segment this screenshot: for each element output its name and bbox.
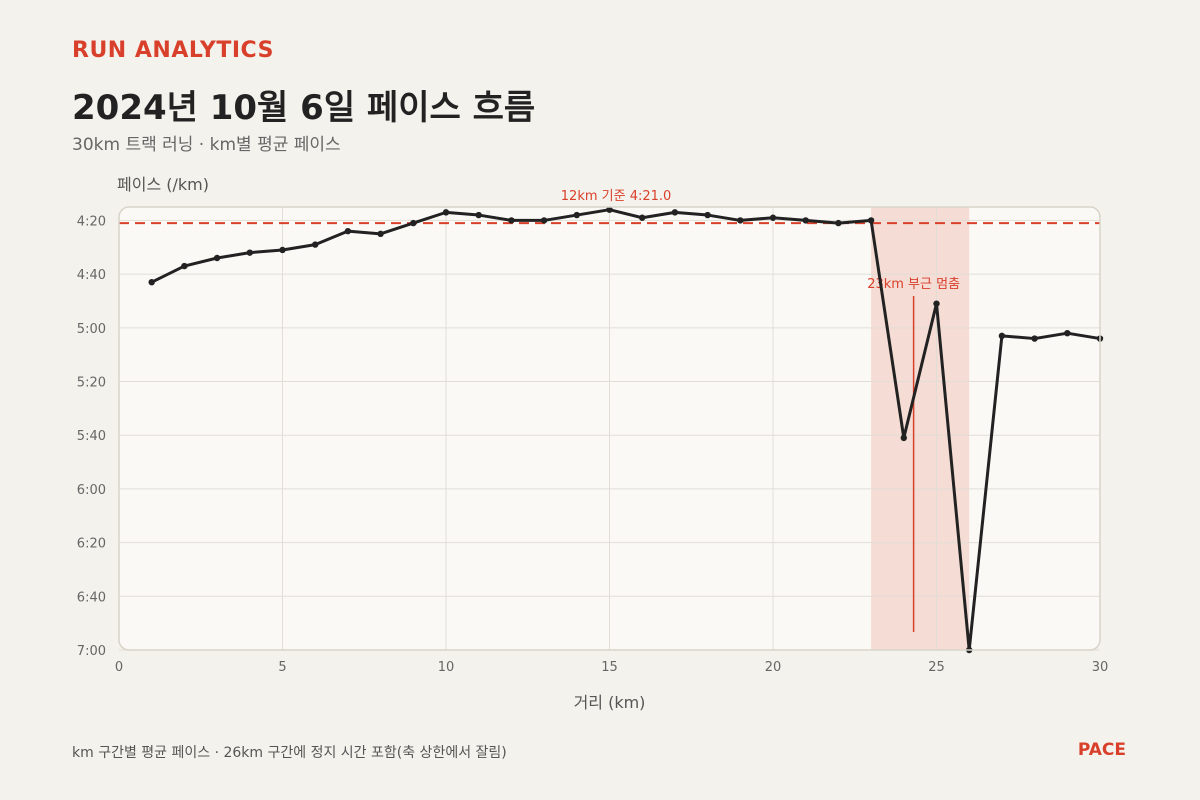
y-tick-label: 6:20: [77, 537, 106, 552]
pace-point: [148, 278, 155, 286]
pace-point: [1031, 335, 1038, 342]
page-title: 2024년 10월 6일 페이스 흐름: [72, 88, 536, 128]
pace-line: [150, 208, 1102, 652]
y-tick-label: 5:40: [77, 429, 106, 444]
pace-point: [1064, 329, 1071, 337]
pace-point: [639, 214, 646, 221]
footer-brand: PACE: [1077, 740, 1126, 760]
brand-label: RUN ANALYTICS: [72, 38, 274, 63]
x-tick-label: 30: [1092, 660, 1109, 675]
footer-note: km 구간별 평균 페이스 · 26km 구간에 정지 시간 포함(축 상한에서…: [72, 745, 507, 761]
x-tick-label: 25: [928, 660, 945, 675]
pace-point: [279, 246, 286, 254]
stop-annotation-label: 23km 부근 멈춤: [867, 277, 960, 292]
x-tick-label: 15: [601, 660, 618, 675]
pace-point: [704, 211, 711, 219]
pace-point: [998, 332, 1006, 340]
pace-point: [312, 241, 319, 248]
x-tick-label: 5: [278, 660, 286, 675]
reference-line-label: 12km 기준 4:21.0: [561, 189, 672, 204]
pace-point: [344, 227, 352, 235]
pace-point: [933, 300, 940, 307]
y-tick-label: 7:00: [77, 644, 106, 659]
pace-point: [802, 217, 809, 224]
y-axis-title: 페이스 (/km): [117, 175, 209, 194]
pace-point: [867, 217, 875, 224]
y-tick-label: 5:20: [77, 376, 106, 391]
pace-point: [213, 254, 221, 262]
page-subtitle: 30km 트랙 러닝 · km별 평균 페이스: [72, 135, 341, 155]
pace-point: [835, 219, 842, 227]
x-tick-label: 10: [438, 660, 455, 675]
pace-point: [475, 211, 482, 219]
pace-point: [900, 434, 907, 442]
plot-frame: [118, 206, 1101, 651]
y-tick-label: 6:00: [77, 483, 106, 498]
x-axis-title: 거리 (km): [574, 693, 646, 712]
pace-point: [671, 209, 679, 216]
pace-point: [573, 211, 580, 219]
pace-point: [410, 219, 417, 227]
y-tick-label: 4:40: [77, 268, 106, 283]
pace-point: [508, 217, 515, 224]
pace-point: [540, 217, 548, 224]
y-tick-label: 5:00: [77, 322, 106, 337]
pace-point: [442, 209, 450, 216]
stop-highlight-band: [871, 207, 970, 650]
y-tick-label: 6:40: [77, 590, 106, 605]
pace-point: [246, 249, 253, 256]
pace-point: [606, 206, 613, 213]
pace-point: [377, 230, 384, 238]
x-tick-label: 0: [115, 660, 123, 675]
pace-point: [737, 217, 744, 224]
y-tick-label: 4:20: [77, 214, 106, 229]
pace-point: [769, 214, 777, 221]
pace-point: [181, 262, 188, 270]
x-tick-label: 20: [765, 660, 782, 675]
